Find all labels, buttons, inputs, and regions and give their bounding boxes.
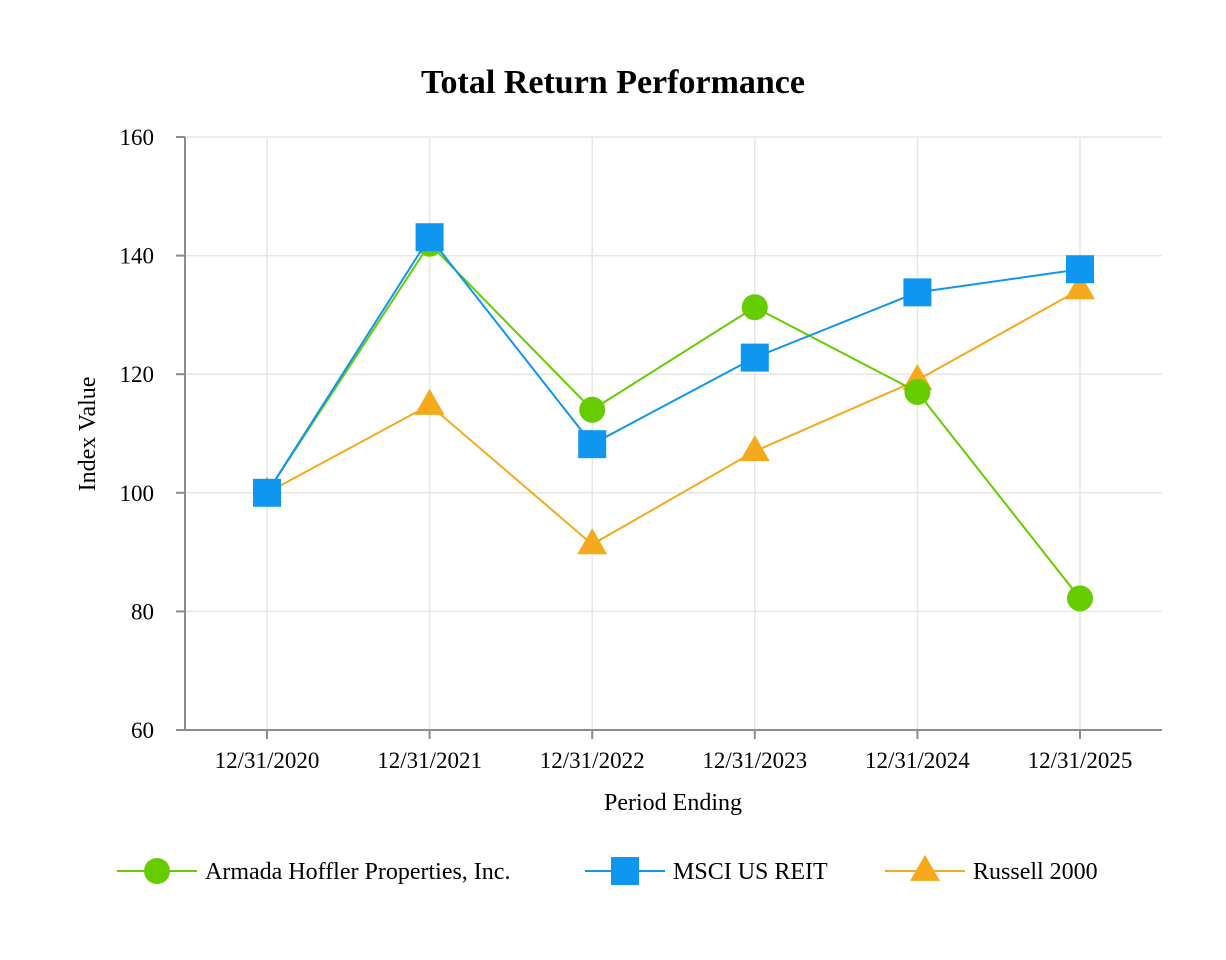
- legend-marker: [611, 857, 639, 885]
- data-point: [578, 430, 607, 459]
- legend-marker: [910, 854, 940, 881]
- legend-label: MSCI US REIT: [673, 859, 828, 885]
- series-line: [266, 288, 1081, 546]
- x-tick-label: 12/31/2025: [1028, 748, 1133, 773]
- x-axis-label: Period Ending: [604, 790, 742, 816]
- series-line: [266, 235, 1081, 494]
- legend-label: Armada Hoffler Properties, Inc.: [205, 859, 510, 885]
- data-point: [904, 378, 931, 405]
- gridlines: [185, 136, 1162, 730]
- data-point: [414, 388, 445, 415]
- legend-item: Armada Hoffler Properties, Inc.: [117, 858, 510, 885]
- series-line: [266, 242, 1081, 599]
- series: [252, 223, 1095, 612]
- x-tick-labels: 12/31/2020 12/31/2021 12/31/2022 12/31/2023…: [215, 730, 1133, 773]
- legend: Armada Hoffler Properties, Inc. MSCI US R…: [117, 854, 1098, 885]
- data-point: [903, 278, 932, 307]
- data-point: [741, 294, 768, 321]
- x-tick-label: 12/31/2022: [540, 748, 645, 773]
- y-tick-label: 160: [120, 125, 155, 150]
- y-tick-label: 100: [120, 481, 155, 506]
- x-tick-label: 12/31/2020: [215, 748, 320, 773]
- y-tick-label: 80: [131, 599, 154, 624]
- x-tick-label: 12/31/2023: [702, 748, 807, 773]
- y-tick-label: 120: [120, 362, 155, 387]
- y-tick-label: 60: [131, 718, 154, 743]
- y-tick-label: 140: [120, 244, 155, 269]
- data-point: [579, 396, 606, 423]
- series-circle: [254, 230, 1093, 612]
- data-point: [1066, 255, 1094, 284]
- axes: [184, 137, 1162, 731]
- chart-title: Total Return Performance: [421, 64, 805, 101]
- data-point: [415, 223, 444, 252]
- x-tick-label: 12/31/2021: [377, 748, 482, 773]
- legend-item: MSCI US REIT: [585, 857, 828, 885]
- data-point: [739, 435, 770, 462]
- data-point: [253, 478, 281, 507]
- series-square: [253, 223, 1094, 507]
- data-point: [577, 528, 608, 555]
- legend-item: Russell 2000: [885, 854, 1098, 885]
- data-point: [1067, 585, 1093, 612]
- series-triangle: [252, 273, 1095, 555]
- legend-label: Russell 2000: [973, 859, 1098, 885]
- data-point: [1065, 273, 1095, 300]
- data-point: [740, 343, 769, 372]
- y-tick-labels: 60 80 100 120 140 160: [120, 125, 185, 743]
- y-axis-label: Index Value: [75, 377, 101, 492]
- x-tick-label: 12/31/2024: [865, 748, 970, 773]
- legend-marker: [144, 858, 170, 884]
